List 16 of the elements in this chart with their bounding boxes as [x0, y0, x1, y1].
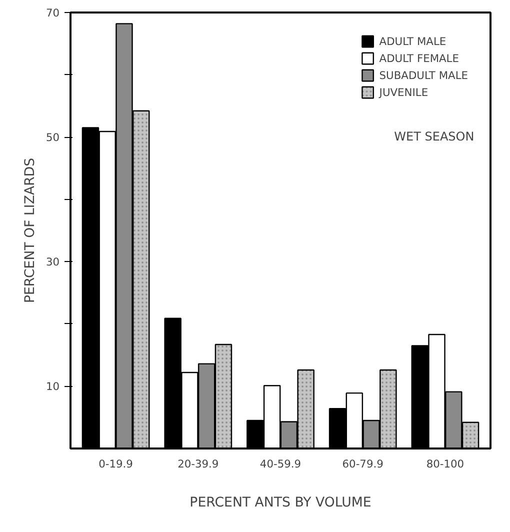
legend-label: ADULT MALE — [379, 34, 446, 48]
y-axis-title: PERCENT OF LIZARDS — [22, 158, 38, 304]
legend-label: JUVENILE — [379, 86, 428, 98]
x-tick-label: 60-79.9 — [342, 458, 384, 470]
x-tick-label: 80-100 — [426, 458, 464, 470]
legend-label: SUBADULT MALE — [379, 68, 468, 82]
x-axis-title: PERCENT ANTS BY VOLUME — [190, 496, 372, 510]
annotation: WET SEASON — [394, 129, 474, 144]
x-tick-label: 0-19.9 — [98, 458, 134, 470]
legend-label: ADULT FEMALE — [379, 52, 459, 64]
y-tick-label: 70 — [46, 6, 60, 20]
y-tick-label: 10 — [46, 380, 60, 394]
x-tick-label: 20-39.9 — [178, 458, 219, 470]
y-tick-label: 50 — [46, 131, 60, 144]
y-tick-label: 30 — [46, 256, 60, 269]
x-tick-label: 40-59.9 — [260, 458, 302, 470]
